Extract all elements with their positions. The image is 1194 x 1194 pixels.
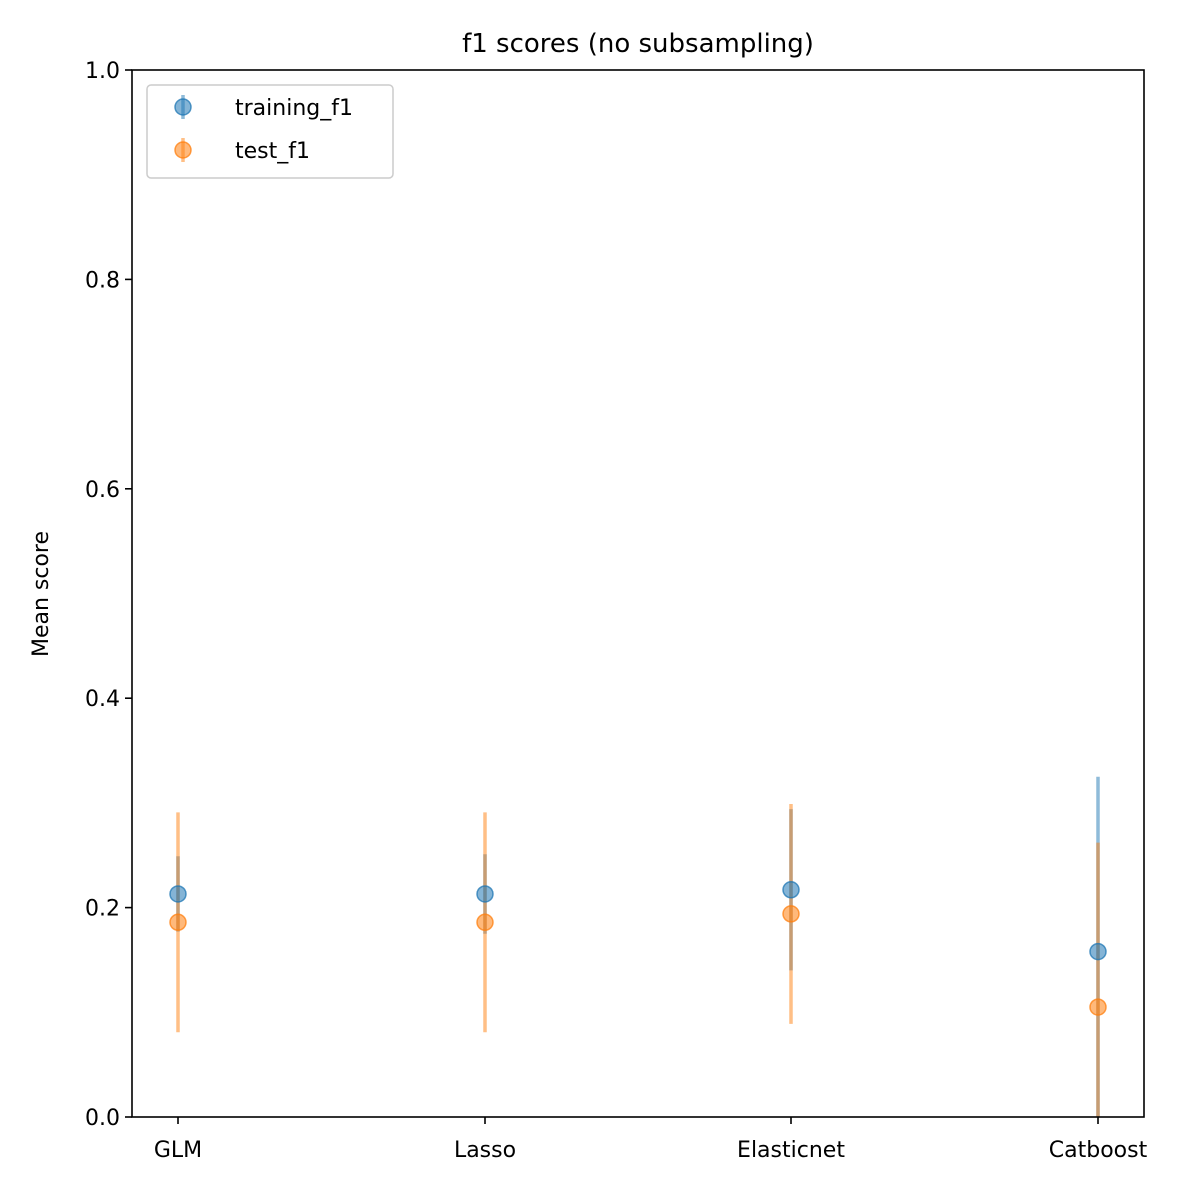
point-training_f1-glm — [169, 885, 187, 903]
point-training_f1-catboost — [1089, 942, 1107, 961]
x-tick-label: GLM — [154, 1138, 202, 1163]
point-test_f1-elasticnet — [782, 905, 800, 923]
y-tick-label: 0.6 — [85, 478, 120, 503]
y-axis-label: Mean score — [29, 531, 54, 657]
legend: training_f1 test_f1 — [146, 84, 394, 179]
x-tick-label: Elasticnet — [737, 1138, 845, 1163]
legend-label-test_f1: test_f1 — [235, 139, 310, 164]
axes: 0.0 0.2 0.4 0.6 0.8 1.0 GLM Lasso Elasticnet Catb… — [85, 59, 1148, 1163]
legend-box — [146, 84, 394, 179]
legend-marker-test_f1 — [174, 141, 192, 159]
point-training_f1-elasticnet — [782, 881, 800, 899]
x-tick-label: Catboost — [1049, 1138, 1148, 1163]
legend-label-training_f1: training_f1 — [235, 96, 353, 121]
y-tick-label: 0.2 — [85, 897, 120, 922]
y-tick-label: 1.0 — [85, 59, 120, 84]
y-tick-label: 0.4 — [85, 687, 120, 712]
point-test_f1-catboost — [1089, 998, 1107, 1016]
x-tick-label: Lasso — [454, 1138, 516, 1163]
legend-marker-training_f1 — [174, 98, 192, 116]
plot-area — [169, 776, 1107, 1117]
point-test_f1-lasso — [476, 913, 494, 932]
y-tick-label: 0.8 — [85, 268, 120, 293]
axes-frame — [131, 69, 1145, 1118]
point-test_f1-glm — [169, 913, 187, 932]
point-training_f1-lasso — [476, 885, 494, 903]
y-tick-label: 0.0 — [85, 1106, 120, 1131]
chart-title: f1 scores (no subsampling) — [462, 29, 814, 59]
